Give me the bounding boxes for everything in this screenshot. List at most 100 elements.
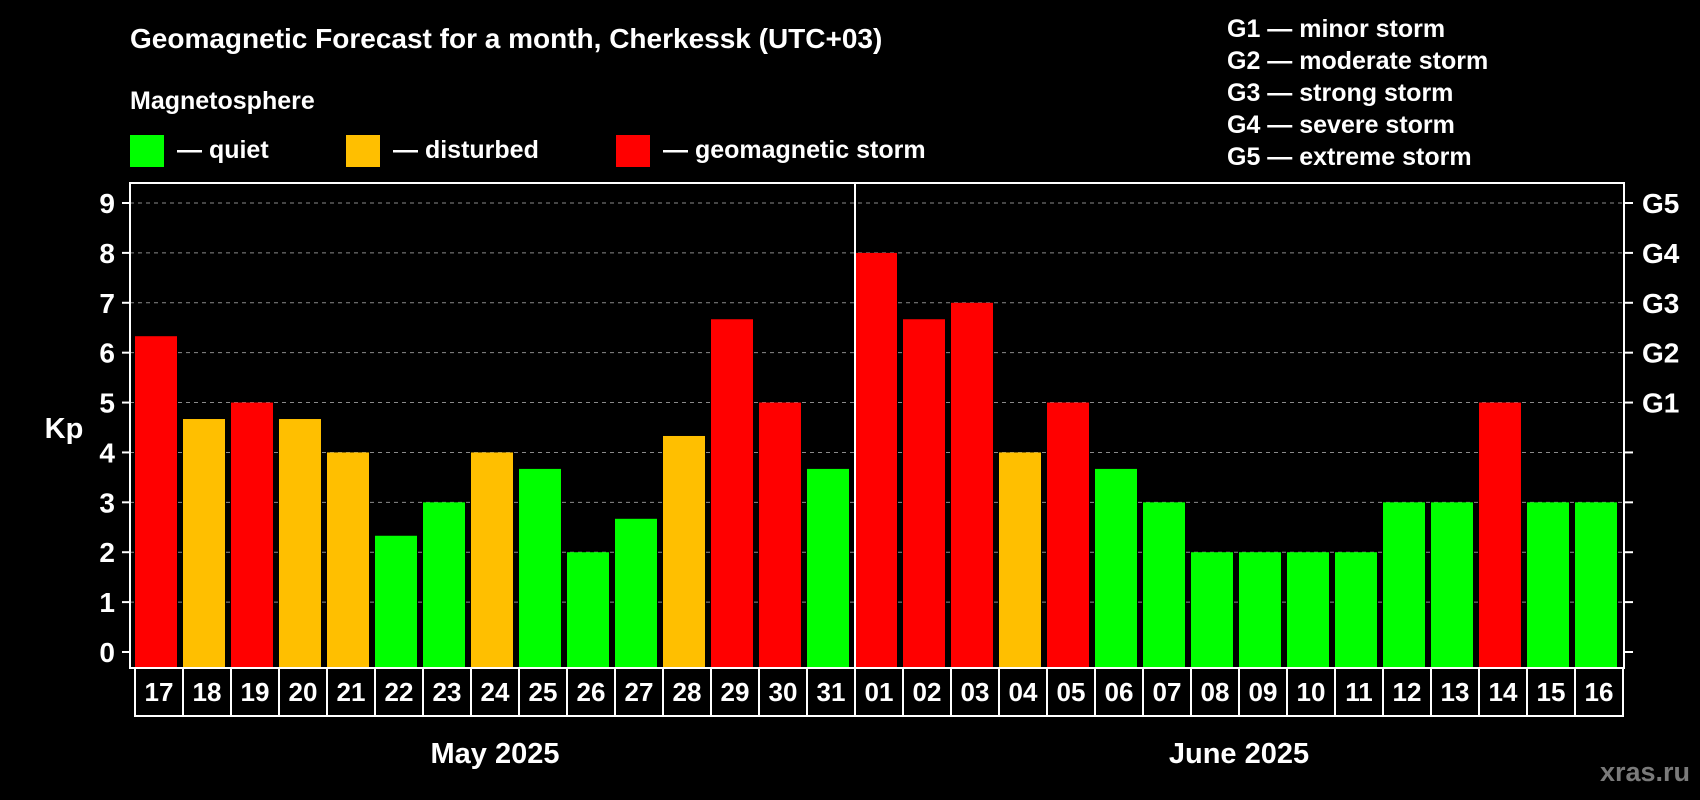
x-tick-label: 05	[1057, 677, 1086, 707]
month-label: June 2025	[1169, 738, 1309, 770]
bar-18	[183, 419, 225, 668]
bar-15	[1527, 502, 1569, 668]
x-tick-label: 08	[1201, 677, 1230, 707]
y-tick-label: 8	[99, 238, 115, 269]
x-tick-label: 31	[817, 677, 846, 707]
x-tick-label: 15	[1537, 677, 1566, 707]
bar-12	[1383, 502, 1425, 668]
bar-16	[1575, 502, 1617, 668]
bar-14	[1479, 402, 1521, 668]
y-tick-label: 1	[99, 587, 115, 618]
storm-level-label: G5 — extreme storm	[1227, 143, 1472, 171]
y-tick-label: 0	[99, 637, 115, 668]
x-tick-label: 22	[385, 677, 414, 707]
storm-level-label: G2 — moderate storm	[1227, 47, 1488, 75]
x-tick-label: 26	[577, 677, 606, 707]
y-tick-label: 9	[99, 188, 115, 219]
x-tick-label: 14	[1489, 677, 1518, 707]
bar-series	[135, 252, 1617, 668]
bar-07	[1143, 502, 1185, 668]
y-axis: 0 1 2 3 4 5 6 7 8 9	[99, 188, 130, 668]
x-tick-label: 12	[1393, 677, 1422, 707]
x-tick-label: 03	[961, 677, 990, 707]
x-tick-label: 27	[625, 677, 654, 707]
bar-11	[1335, 552, 1377, 668]
x-tick-label: 29	[721, 677, 750, 707]
storm-level-label: G4 — severe storm	[1227, 111, 1455, 139]
y-tick-label: 3	[99, 487, 115, 518]
y-tick-label: 7	[99, 288, 115, 319]
x-tick-label: 28	[673, 677, 702, 707]
storm-axis-label: G3	[1642, 288, 1679, 319]
bar-22	[375, 535, 417, 668]
bar-10	[1287, 552, 1329, 668]
chart-title: Geomagnetic Forecast for a month, Cherke…	[130, 23, 882, 54]
storm-axis-label: G5	[1642, 188, 1679, 219]
bar-13	[1431, 502, 1473, 668]
x-tick-label: 13	[1441, 677, 1470, 707]
legend-swatch-storm	[616, 135, 650, 167]
month-label: May 2025	[431, 738, 560, 770]
storm-level-label: G1 — minor storm	[1227, 15, 1445, 43]
x-tick-label: 06	[1105, 677, 1134, 707]
y-tick-label: 6	[99, 338, 115, 369]
x-tick-label: 23	[433, 677, 462, 707]
bar-21	[327, 452, 369, 668]
bar-24	[471, 452, 513, 668]
x-tick-label: 11	[1345, 677, 1373, 707]
bar-08	[1191, 552, 1233, 668]
storm-axis: G1 G2 G3 G4 G5	[1624, 188, 1680, 653]
x-axis-day-labels: 17 18 19 20 21 22 23 24 25 26 27 28 29 30 31 01 02 03 04 05…	[134, 667, 1624, 717]
storm-level-legend: G1 — minor storm G2 — moderate storm G3 — …	[1227, 15, 1488, 171]
y-tick-label: 2	[99, 537, 115, 568]
x-axis-month-labels: May 2025 June 2025	[431, 738, 1310, 770]
bar-01	[855, 252, 897, 668]
y-tick-label: 4	[99, 437, 115, 468]
bar-26	[567, 552, 609, 668]
x-tick-label: 21	[337, 677, 366, 707]
bar-28	[663, 435, 705, 668]
x-tick-label: 07	[1153, 677, 1182, 707]
bar-19	[231, 402, 273, 668]
x-tick-label: 16	[1585, 677, 1614, 707]
x-tick-label: 04	[1009, 677, 1038, 707]
bar-25	[519, 468, 561, 668]
x-tick-label: 20	[289, 677, 318, 707]
x-tick-label: 24	[481, 677, 510, 707]
bar-17	[135, 336, 177, 668]
bar-27	[615, 518, 657, 668]
storm-level-label: G3 — strong storm	[1227, 79, 1453, 107]
bar-06	[1095, 468, 1137, 668]
legend-label-quiet: — quiet	[177, 136, 269, 164]
color-legend: — quiet — disturbed — geomagnetic storm	[130, 135, 926, 167]
bar-20	[279, 419, 321, 668]
y-axis-label: Kp	[45, 413, 84, 445]
x-tick-label: 01	[865, 677, 894, 707]
bar-03	[951, 302, 993, 668]
x-tick-label: 10	[1297, 677, 1326, 707]
bar-09	[1239, 552, 1281, 668]
bar-23	[423, 502, 465, 668]
x-tick-label: 18	[193, 677, 222, 707]
storm-axis-label: G4	[1642, 238, 1680, 269]
bar-04	[999, 452, 1041, 668]
bar-02	[903, 319, 945, 668]
x-tick-label: 25	[529, 677, 558, 707]
legend-label-storm: — geomagnetic storm	[663, 136, 926, 164]
legend-heading: Magnetosphere	[130, 87, 315, 115]
x-tick-label: 19	[241, 677, 270, 707]
legend-label-disturbed: — disturbed	[393, 136, 539, 164]
bar-05	[1047, 402, 1089, 668]
watermark: xras.ru	[1600, 757, 1690, 787]
x-label-box	[134, 667, 1624, 717]
y-tick-label: 5	[99, 388, 115, 419]
x-tick-label: 30	[769, 677, 798, 707]
x-tick-label: 09	[1249, 677, 1278, 707]
x-tick-label: 02	[913, 677, 942, 707]
storm-axis-label: G2	[1642, 338, 1679, 369]
storm-axis-label: G1	[1642, 388, 1679, 419]
legend-swatch-disturbed	[346, 135, 380, 167]
legend-swatch-quiet	[130, 135, 164, 167]
bar-30	[759, 402, 801, 668]
